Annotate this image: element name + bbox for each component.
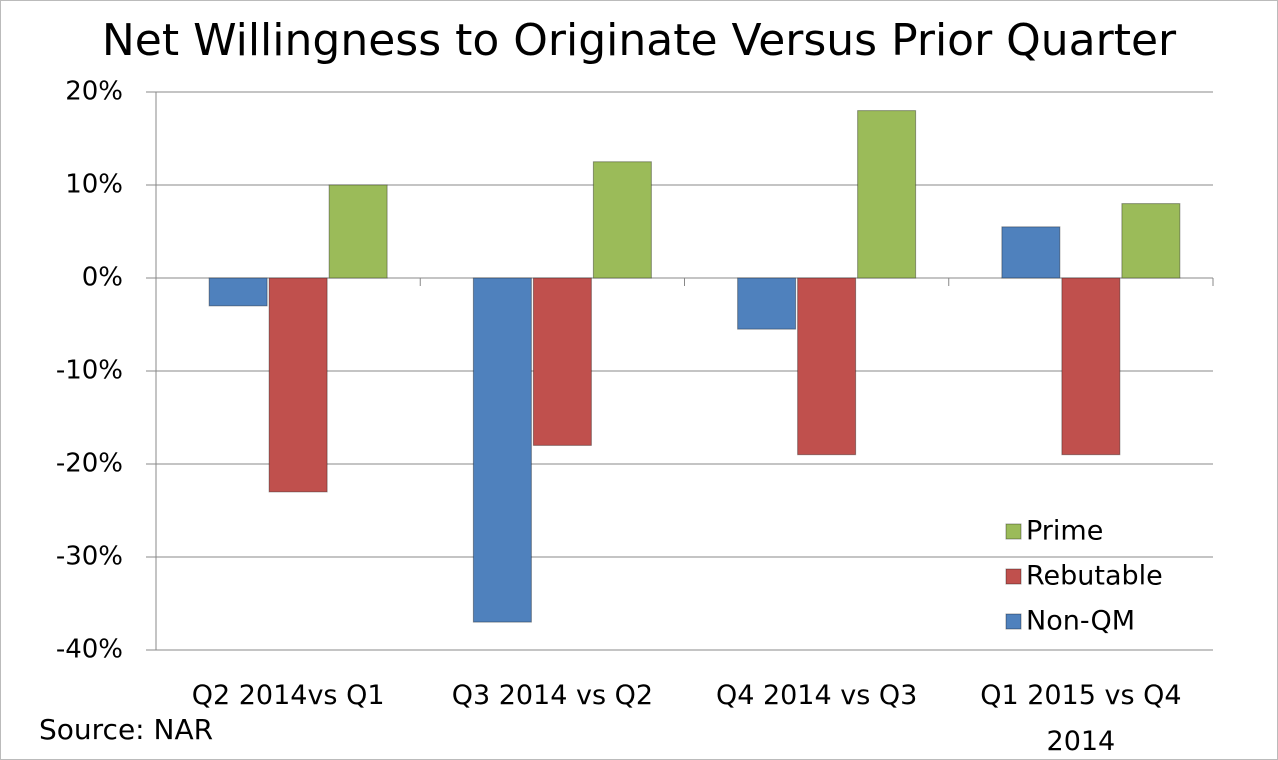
legend-swatch bbox=[1005, 523, 1022, 540]
y-tick-label: -30% bbox=[56, 542, 123, 572]
bar bbox=[472, 277, 532, 623]
bar bbox=[737, 277, 797, 330]
legend-label: Prime bbox=[1026, 516, 1103, 547]
bar bbox=[592, 161, 652, 279]
legend-label: Rebutable bbox=[1026, 561, 1163, 592]
bar bbox=[1121, 203, 1181, 279]
bar bbox=[532, 277, 592, 446]
y-tick-label: 0% bbox=[82, 263, 123, 293]
y-tick-label: 10% bbox=[65, 170, 123, 200]
y-tick-label: -10% bbox=[56, 356, 123, 386]
x-tick-label: Q4 2014 vs Q3 bbox=[715, 680, 918, 711]
legend-swatch bbox=[1005, 568, 1022, 585]
legend-label: Non-QM bbox=[1026, 606, 1135, 637]
legend-swatch bbox=[1005, 613, 1022, 630]
bar bbox=[208, 277, 268, 307]
bar bbox=[268, 277, 328, 493]
y-tick-label: -20% bbox=[56, 449, 123, 479]
x-tick-label: Q2 2014vs Q1 bbox=[191, 680, 385, 711]
bar bbox=[1061, 277, 1121, 456]
y-tick-label: 20% bbox=[65, 77, 123, 107]
source-note: Source: NAR bbox=[39, 713, 214, 746]
x-tick-label: Q1 2015 vs Q4 2014 bbox=[980, 680, 1182, 757]
chart-title: Net Willingness to Originate Versus Prio… bbox=[101, 15, 1177, 66]
bar bbox=[857, 110, 917, 279]
bar bbox=[1001, 226, 1061, 279]
x-tick-label: Q3 2014 vs Q2 bbox=[451, 680, 654, 711]
y-tick-label: -40% bbox=[56, 635, 123, 665]
bar bbox=[328, 184, 388, 279]
bar bbox=[797, 277, 857, 456]
